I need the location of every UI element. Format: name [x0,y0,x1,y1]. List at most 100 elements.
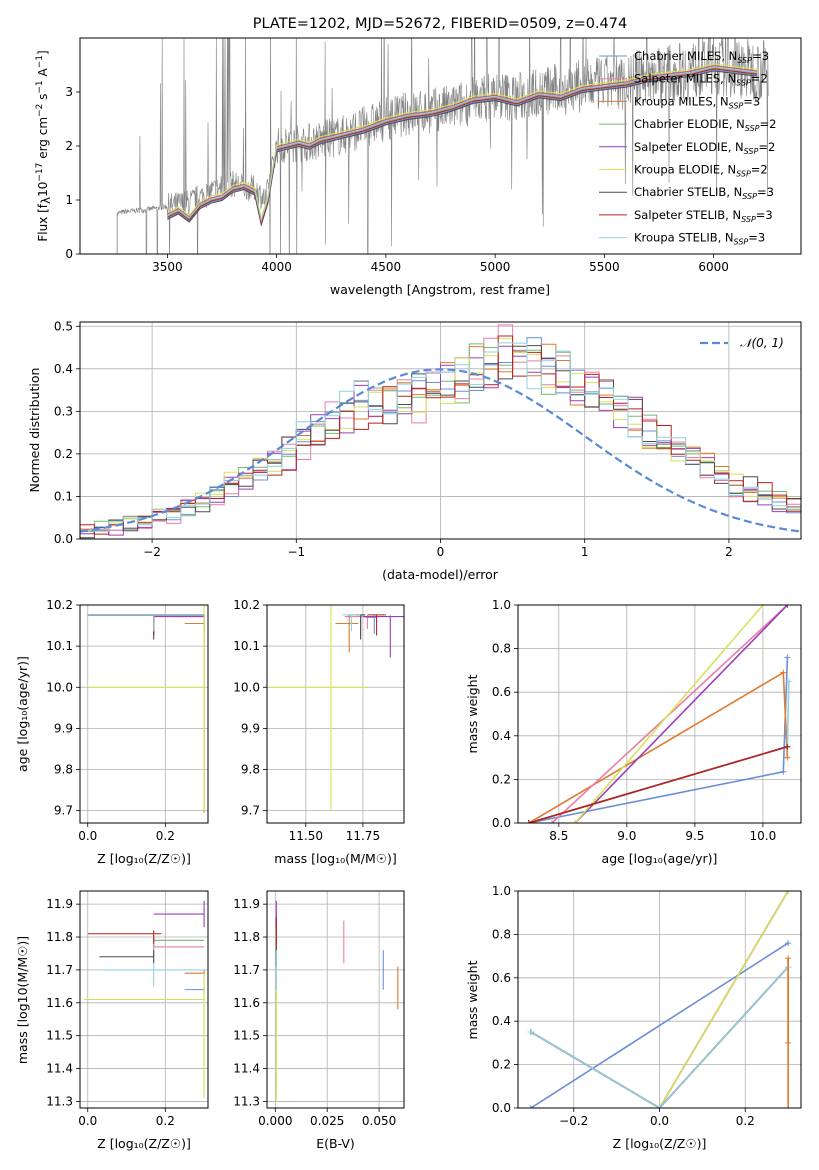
axes-residuals: −2 −1 0 1 2 0.0 0.1 0.2 0.3 0.4 0.5 𝒩(0, 1) (data-mo… [27,319,802,582]
y-axis-label: Flux [fλ10−17 erg cm−2 s−1 A−1] [35,50,53,241]
y-tick-label: 0 [65,247,73,261]
plot-area [525,605,792,823]
x-tick-label: −1 [287,545,305,559]
histogram-4 [80,345,801,536]
x-axis-label: Z [log₁₀(Z/Z☉)] [97,851,191,866]
x-axis-label: age [log₁₀(age/yr)] [602,851,718,866]
y-tick-label: 0.3 [54,404,73,418]
y-tick-label: 10.1 [233,639,260,653]
axes-mass_vs_Z: 0.0 0.2 11.3 11.4 11.5 11.6 11.7 11.8 11.9 Z [log… [15,890,209,1151]
x-axis-label: E(B-V) [316,1136,355,1151]
plot-area [87,605,205,813]
y-tick-label: 2 [65,139,73,153]
y-tick-label: 11.3 [233,1094,260,1108]
x-tick-label: 10.0 [750,829,777,843]
y-tick-label: 0.2 [492,1058,511,1072]
y-tick-label: 11.7 [46,963,73,977]
x-tick-label: 5000 [480,260,511,274]
normal-curve [80,368,801,533]
x-tick-label: 0.2 [736,1114,755,1128]
axes-mass_vs_EBV: 0.000 0.025 0.050 11.3 11.4 11.5 11.6 11.7 11.8 1… [233,890,405,1151]
x-tick-label: 0 [437,545,445,559]
x-tick-label: 0.2 [156,1114,175,1128]
legend-entry: Salpeter STELIB, NSSP=3 [634,208,773,224]
y-tick-label: 0.6 [492,971,511,985]
plot-area [267,605,404,811]
axes-weight_vs_Z: −0.2 0.0 0.2 0.0 0.2 0.4 0.6 0.8 1.0 Z [log₁₀(Z/Z… [465,884,802,1151]
weight-marker [780,669,787,676]
x-axis-label: wavelength [Angstrom, rest frame] [330,282,550,297]
y-tick-label: 0.0 [54,532,73,546]
weight-marker [527,1029,534,1036]
y-tick-label: 11.3 [46,1094,73,1108]
weight-line-8 [528,745,788,823]
y-axis-label: Normed distribution [27,368,42,493]
x-tick-label: 0.000 [258,1114,292,1128]
y-tick-label: 0.5 [54,319,73,333]
x-tick-label: 0.2 [156,829,175,843]
y-tick-label: 11.6 [233,996,260,1010]
x-axis-label: (data-model)/error [382,567,499,582]
plot-area [83,900,205,1099]
y-tick-label: 1.0 [492,598,511,612]
weight-line-3 [574,605,788,823]
x-tick-label: 2 [725,545,733,559]
y-axis-label: mass [log10(M/M☉)] [15,936,30,1064]
weight-marker [525,820,532,823]
x-tick-label: 3500 [152,260,183,274]
weight-line-0 [528,657,789,823]
y-tick-label: 11.7 [233,963,260,977]
axes-age_vs_mass: 11.50 11.75 9.7 9.8 9.9 10.0 10.1 10.2 mass [log… [233,598,405,866]
legend: Chabrier MILES, NSSP=3 Salpeter MILES, NS… [599,49,776,247]
weight-marker [780,768,787,775]
histogram-7 [80,335,801,535]
model-line-7 [167,68,758,225]
axes-frame [266,890,405,1109]
legend-entry: Salpeter ELODIE, NSSP=2 [634,140,775,156]
y-tick-label: 0.0 [492,1101,511,1115]
x-tick-label: 11.50 [289,829,323,843]
y-tick-label: 0.4 [492,1014,511,1028]
histogram-6 [80,345,801,539]
x-tick-label: 0.0 [78,1114,97,1128]
y-tick-label: 0.0 [492,816,511,830]
y-tick-label: 11.6 [46,996,73,1010]
y-tick-label: 11.4 [233,1062,260,1076]
histogram-8 [80,342,801,532]
data-spectrum [116,38,769,254]
model-line-0 [167,69,758,226]
weight-marker [785,891,792,894]
weight-marker [656,1105,663,1108]
weight-marker [784,743,791,750]
y-tick-label: 11.8 [233,930,260,944]
weight-marker [572,820,579,823]
y-tick-label: 9.9 [241,721,260,735]
weight-line-4 [658,891,789,1108]
x-tick-label: 4500 [371,260,402,274]
y-tick-label: 9.7 [241,804,260,818]
y-tick-label: 11.8 [46,930,73,944]
y-tick-label: 11.9 [233,897,260,911]
x-tick-label: 9.0 [617,829,636,843]
x-tick-label: 0.050 [362,1114,396,1128]
weight-marker [784,605,791,608]
y-tick-label: 0.8 [492,642,511,656]
model-line-5 [167,63,758,220]
plot-area [275,900,399,1102]
y-tick-label: 11.5 [46,1029,73,1043]
model-line-6 [167,70,758,227]
histogram-plot [80,324,801,539]
spectrum-plot [80,38,769,254]
legend-entry: Chabrier STELIB, NSSP=3 [634,185,774,201]
axes-frame [517,604,802,824]
y-axis-label: age [log₁₀(age/yr)] [15,656,30,772]
y-tick-label: 11.9 [46,897,73,911]
x-tick-label: −0.2 [559,1114,588,1128]
weight-marker [784,654,791,661]
x-axis-label: mass [log₁₀(M/M☉)] [274,851,396,866]
y-tick-label: 10.0 [46,680,73,694]
weight-line-1 [528,671,789,823]
y-tick-label: 1 [65,193,73,207]
y-tick-label: 9.9 [54,721,73,735]
legend-entry: Salpeter MILES, NSSP=2 [634,72,768,88]
